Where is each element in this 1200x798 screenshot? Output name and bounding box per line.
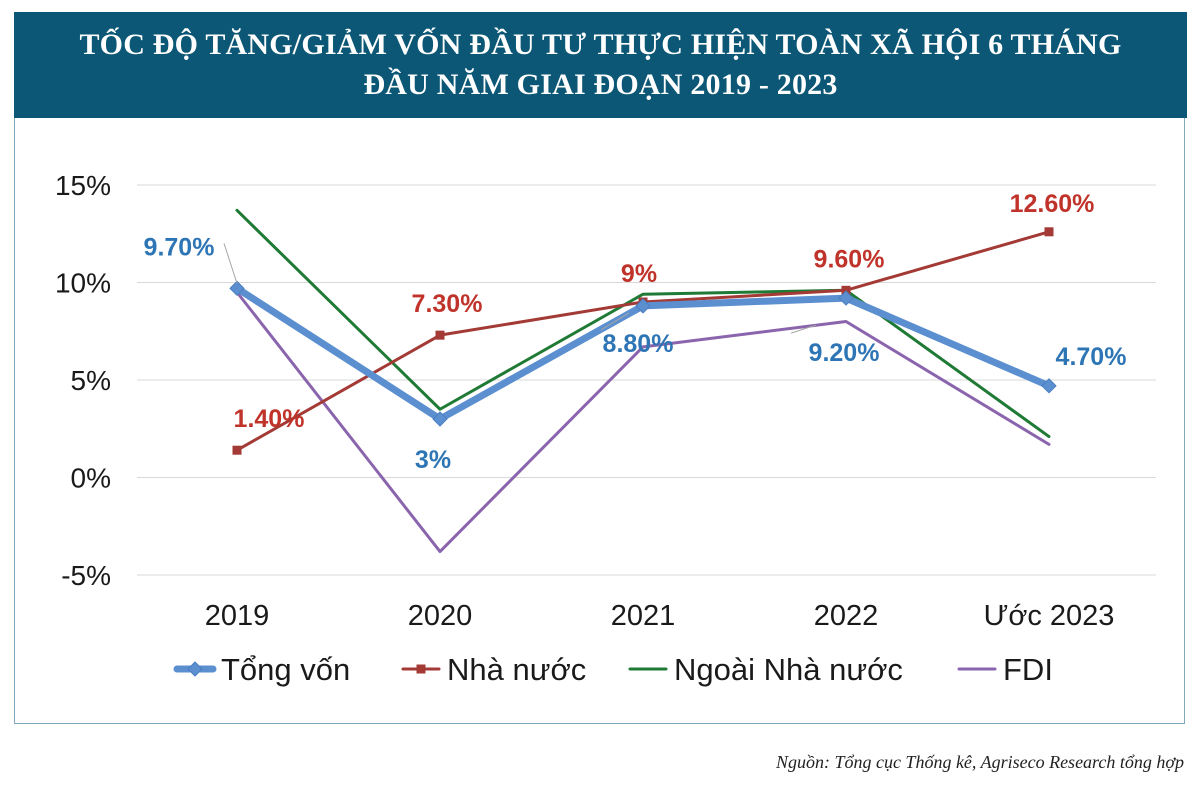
- y-tick-label: 15%: [55, 170, 111, 201]
- legend-label: Ngoài Nhà nước: [674, 652, 903, 687]
- data-point-diamond: [635, 298, 651, 314]
- x-tick-label: 2021: [611, 600, 676, 632]
- chart-title-line-2: ĐẦU NĂM GIAI ĐOẠN 2019 - 2023: [363, 68, 838, 101]
- series-line-2: [235, 208, 1051, 439]
- label-leader-line: [223, 243, 238, 284]
- data-label: 9.70%: [144, 233, 215, 261]
- data-point-diamond: [1041, 378, 1057, 394]
- chart-title-line-1: TỐC ĐỘ TĂNG/GIẢM VỐN ĐẦU TƯ THỰC HIỆN TO…: [79, 28, 1122, 61]
- data-point-diamond: [432, 411, 448, 427]
- y-tick-label: 10%: [55, 268, 111, 299]
- data-label: 9%: [621, 260, 657, 288]
- data-point-square: [841, 285, 851, 295]
- data-label: 9.60%: [814, 245, 885, 273]
- y-tick-label: 5%: [71, 365, 111, 396]
- x-tick-label: 2022: [814, 600, 879, 632]
- x-tick-label: 2020: [408, 600, 473, 632]
- data-label: 9.20%: [809, 339, 880, 367]
- data-label: 3%: [415, 446, 451, 474]
- data-point-square: [435, 330, 445, 340]
- data-point-diamond: [229, 280, 245, 297]
- data-label: 7.30%: [412, 290, 483, 318]
- data-point-square: [1044, 227, 1054, 237]
- legend-marker-square: [416, 664, 426, 674]
- series-line-3: [235, 290, 1051, 554]
- data-label: 8.80%: [603, 330, 674, 358]
- chart-frame: -5% 0% 5% 10% 15% 2019 2020 2021 2022 Ước 2023 9.7…: [14, 118, 1185, 724]
- legend-label: FDI: [1003, 652, 1053, 687]
- data-label: 1.40%: [234, 405, 305, 433]
- data-label: 4.70%: [1056, 343, 1127, 371]
- label-leader-line: [600, 312, 630, 331]
- data-point-diamond: [838, 290, 854, 306]
- data-point-square: [232, 445, 242, 455]
- x-tick-label: Ước 2023: [984, 600, 1115, 632]
- legend-label: Nhà nước: [447, 652, 586, 687]
- x-tick-label: 2019: [205, 600, 270, 632]
- y-tick-label: 0%: [71, 463, 111, 494]
- data-label: 12.60%: [1010, 190, 1095, 218]
- chart-title-banner: TỐC ĐỘ TĂNG/GIẢM VỐN ĐẦU TƯ THỰC HIỆN TO…: [14, 12, 1187, 118]
- legend-label: Tổng vốn: [221, 652, 350, 687]
- source-note: Nguồn: Tổng cục Thống kê, Agriseco Resea…: [775, 752, 1184, 772]
- y-tick-label: -5%: [61, 560, 111, 591]
- legend-marker-diamond: [187, 661, 203, 677]
- label-leader-line: [790, 324, 817, 334]
- line-chart: -5% 0% 5% 10% 15% 2019 2020 2021 2022 Ước 2023 9.7…: [55, 170, 1156, 687]
